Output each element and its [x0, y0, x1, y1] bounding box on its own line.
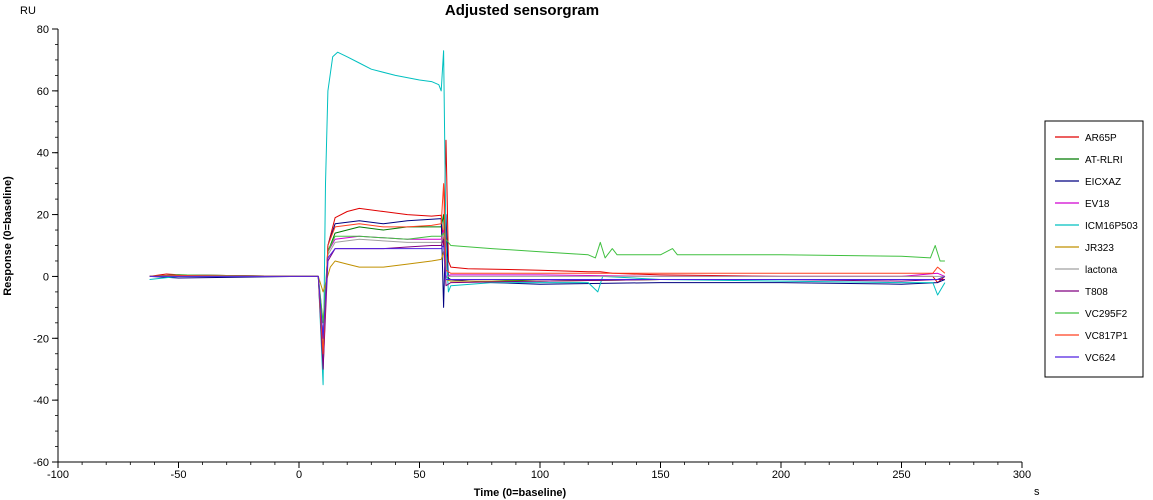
y-tick-label: 80 — [37, 24, 49, 36]
x-tick-label: 300 — [1013, 469, 1031, 481]
y-tick-label: 40 — [37, 148, 49, 160]
legend-label: EICXAZ — [1085, 177, 1121, 188]
legend-label: VC817P1 — [1085, 331, 1128, 342]
plot-area — [149, 50, 946, 386]
series-line — [149, 139, 946, 370]
series-line — [149, 214, 946, 355]
x-tick-label: 50 — [413, 469, 425, 481]
x-tick-label: 0 — [296, 469, 302, 481]
series-line — [149, 183, 946, 355]
x-unit-label: s — [1034, 486, 1040, 498]
y-tick-label: 0 — [43, 271, 49, 283]
series-line — [149, 238, 945, 370]
x-tick-label: -50 — [171, 469, 187, 481]
x-tick-label: -100 — [47, 469, 69, 481]
legend-label: ICM16P503 — [1085, 221, 1138, 232]
legend-box — [1044, 120, 1144, 378]
legend-label: EV18 — [1085, 199, 1110, 210]
y-tick-label: -40 — [33, 395, 49, 407]
legend-label: AR65P — [1085, 133, 1117, 144]
y-axis-label: Response (0=baseline) — [2, 176, 14, 296]
series-line — [149, 251, 946, 293]
legend-label: JR323 — [1085, 243, 1114, 254]
y-tick-label: -20 — [33, 333, 49, 345]
y-unit-label: RU — [20, 5, 36, 17]
y-tick-label: -60 — [33, 457, 49, 469]
chart-title: Adjusted sensorgram — [445, 2, 599, 19]
x-tick-label: 100 — [531, 469, 549, 481]
legend-label: lactona — [1085, 265, 1118, 276]
series-line — [149, 245, 946, 339]
axes: -100 -50 0 50 100 150 200 250 300 -60 -40 -20 0 20 40 6… — [33, 24, 1031, 481]
series-line — [149, 232, 945, 324]
series-line — [149, 232, 945, 324]
x-tick-label: 250 — [892, 469, 910, 481]
legend-label: VC624 — [1085, 353, 1116, 364]
legend-label: T808 — [1085, 287, 1108, 298]
x-tick-label: 200 — [772, 469, 790, 481]
y-tick-label: 60 — [37, 86, 49, 98]
legend-label: VC295F2 — [1085, 309, 1128, 320]
x-tick-label: 150 — [651, 469, 669, 481]
legend-label: AT-RLRI — [1085, 155, 1123, 166]
y-tick-label: 20 — [37, 210, 49, 222]
series-line — [149, 50, 946, 386]
x-axis-label: Time (0=baseline) — [474, 487, 567, 499]
legend: AR65P AT-RLRI EICXAZ EV18 ICM16P503 JR323 lact… — [1044, 120, 1144, 378]
